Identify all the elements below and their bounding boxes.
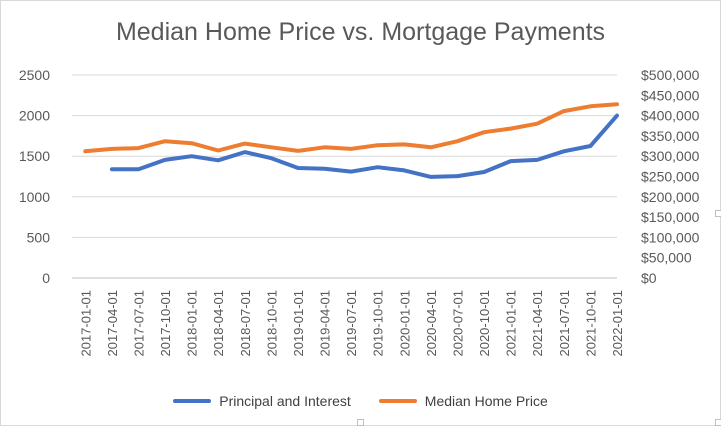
left-tick-label: 1000 [19,189,50,205]
right-tick-label: $500,000 [641,67,700,83]
right-tick-label: $150,000 [641,209,700,225]
right-tick-label: $350,000 [641,128,700,144]
resize-handle-bottom-right[interactable] [715,419,721,426]
series-line-principal-interest [109,113,619,179]
left-tick-label: 500 [27,229,51,245]
x-tick-label: 2021-07-01 [557,290,572,357]
left-tick-label: 0 [42,270,50,286]
x-tick-label: 2017-10-01 [158,290,173,357]
x-tick-label: 2018-04-01 [211,290,226,357]
x-tick-label: 2017-07-01 [131,290,146,357]
resize-handle-bottom[interactable] [357,419,364,426]
x-tick-label: 2019-10-01 [371,290,386,357]
x-tick-label: 2017-01-01 [78,290,93,357]
left-tick-label: 2000 [19,108,50,124]
right-tick-label: $100,000 [641,229,700,245]
x-tick-label: 2018-01-01 [185,290,200,357]
series-lines [83,102,619,179]
legend-label: Principal and Interest [219,393,351,409]
left-tick-label: 1500 [19,148,50,164]
left-axis-ticks: 0 500 1000 1500 2000 2500 [19,67,50,286]
x-tick-label: 2020-10-01 [477,290,492,357]
right-tick-label: $300,000 [641,148,700,164]
x-axis-ticks: 2017-01-01 2017-04-01 2017-07-01 2017-10-01… [78,290,625,357]
right-tick-label: $250,000 [641,169,700,185]
x-tick-label: 2019-01-01 [291,290,306,357]
chart-title: Median Home Price vs. Mortgage Payments [115,18,606,46]
x-tick-label: 2019-07-01 [344,290,359,357]
x-tick-label: 2019-04-01 [318,290,333,357]
x-tick-label: 2020-07-01 [450,290,465,357]
right-tick-label: $400,000 [641,108,700,124]
x-tick-label: 2018-10-01 [264,290,279,357]
gridlines [72,74,617,279]
series-line-median-home-price [83,102,619,154]
x-tick-label: 2021-04-01 [530,290,545,357]
x-tick-label: 2022-01-01 [610,290,625,357]
right-tick-label: $200,000 [641,189,700,205]
legend-swatch-orange [378,399,417,403]
resize-handle-right[interactable] [715,210,721,217]
x-tick-label: 2021-10-01 [583,290,598,357]
legend-label: Median Home Price [424,393,548,409]
legend: Principal and Interest Median Home Price [0,393,721,409]
right-axis-ticks: $0 $50,000 $100,000 $150,000 $200,000 $250,00… [641,67,700,286]
right-tick-label: $50,000 [641,250,692,266]
x-tick-label: 2021-01-01 [504,290,519,357]
left-tick-label: 2500 [19,67,50,83]
legend-swatch-blue [173,399,212,403]
right-tick-label: $450,000 [641,87,700,103]
x-tick-label: 2020-01-01 [397,290,412,357]
x-tick-label: 2020-04-01 [424,290,439,357]
legend-item-principal-interest: Principal and Interest [173,393,351,409]
x-tick-label: 2017-04-01 [105,290,120,357]
x-tick-label: 2018-07-01 [238,290,253,357]
right-tick-label: $0 [641,270,657,286]
legend-item-median-home-price: Median Home Price [378,393,548,409]
